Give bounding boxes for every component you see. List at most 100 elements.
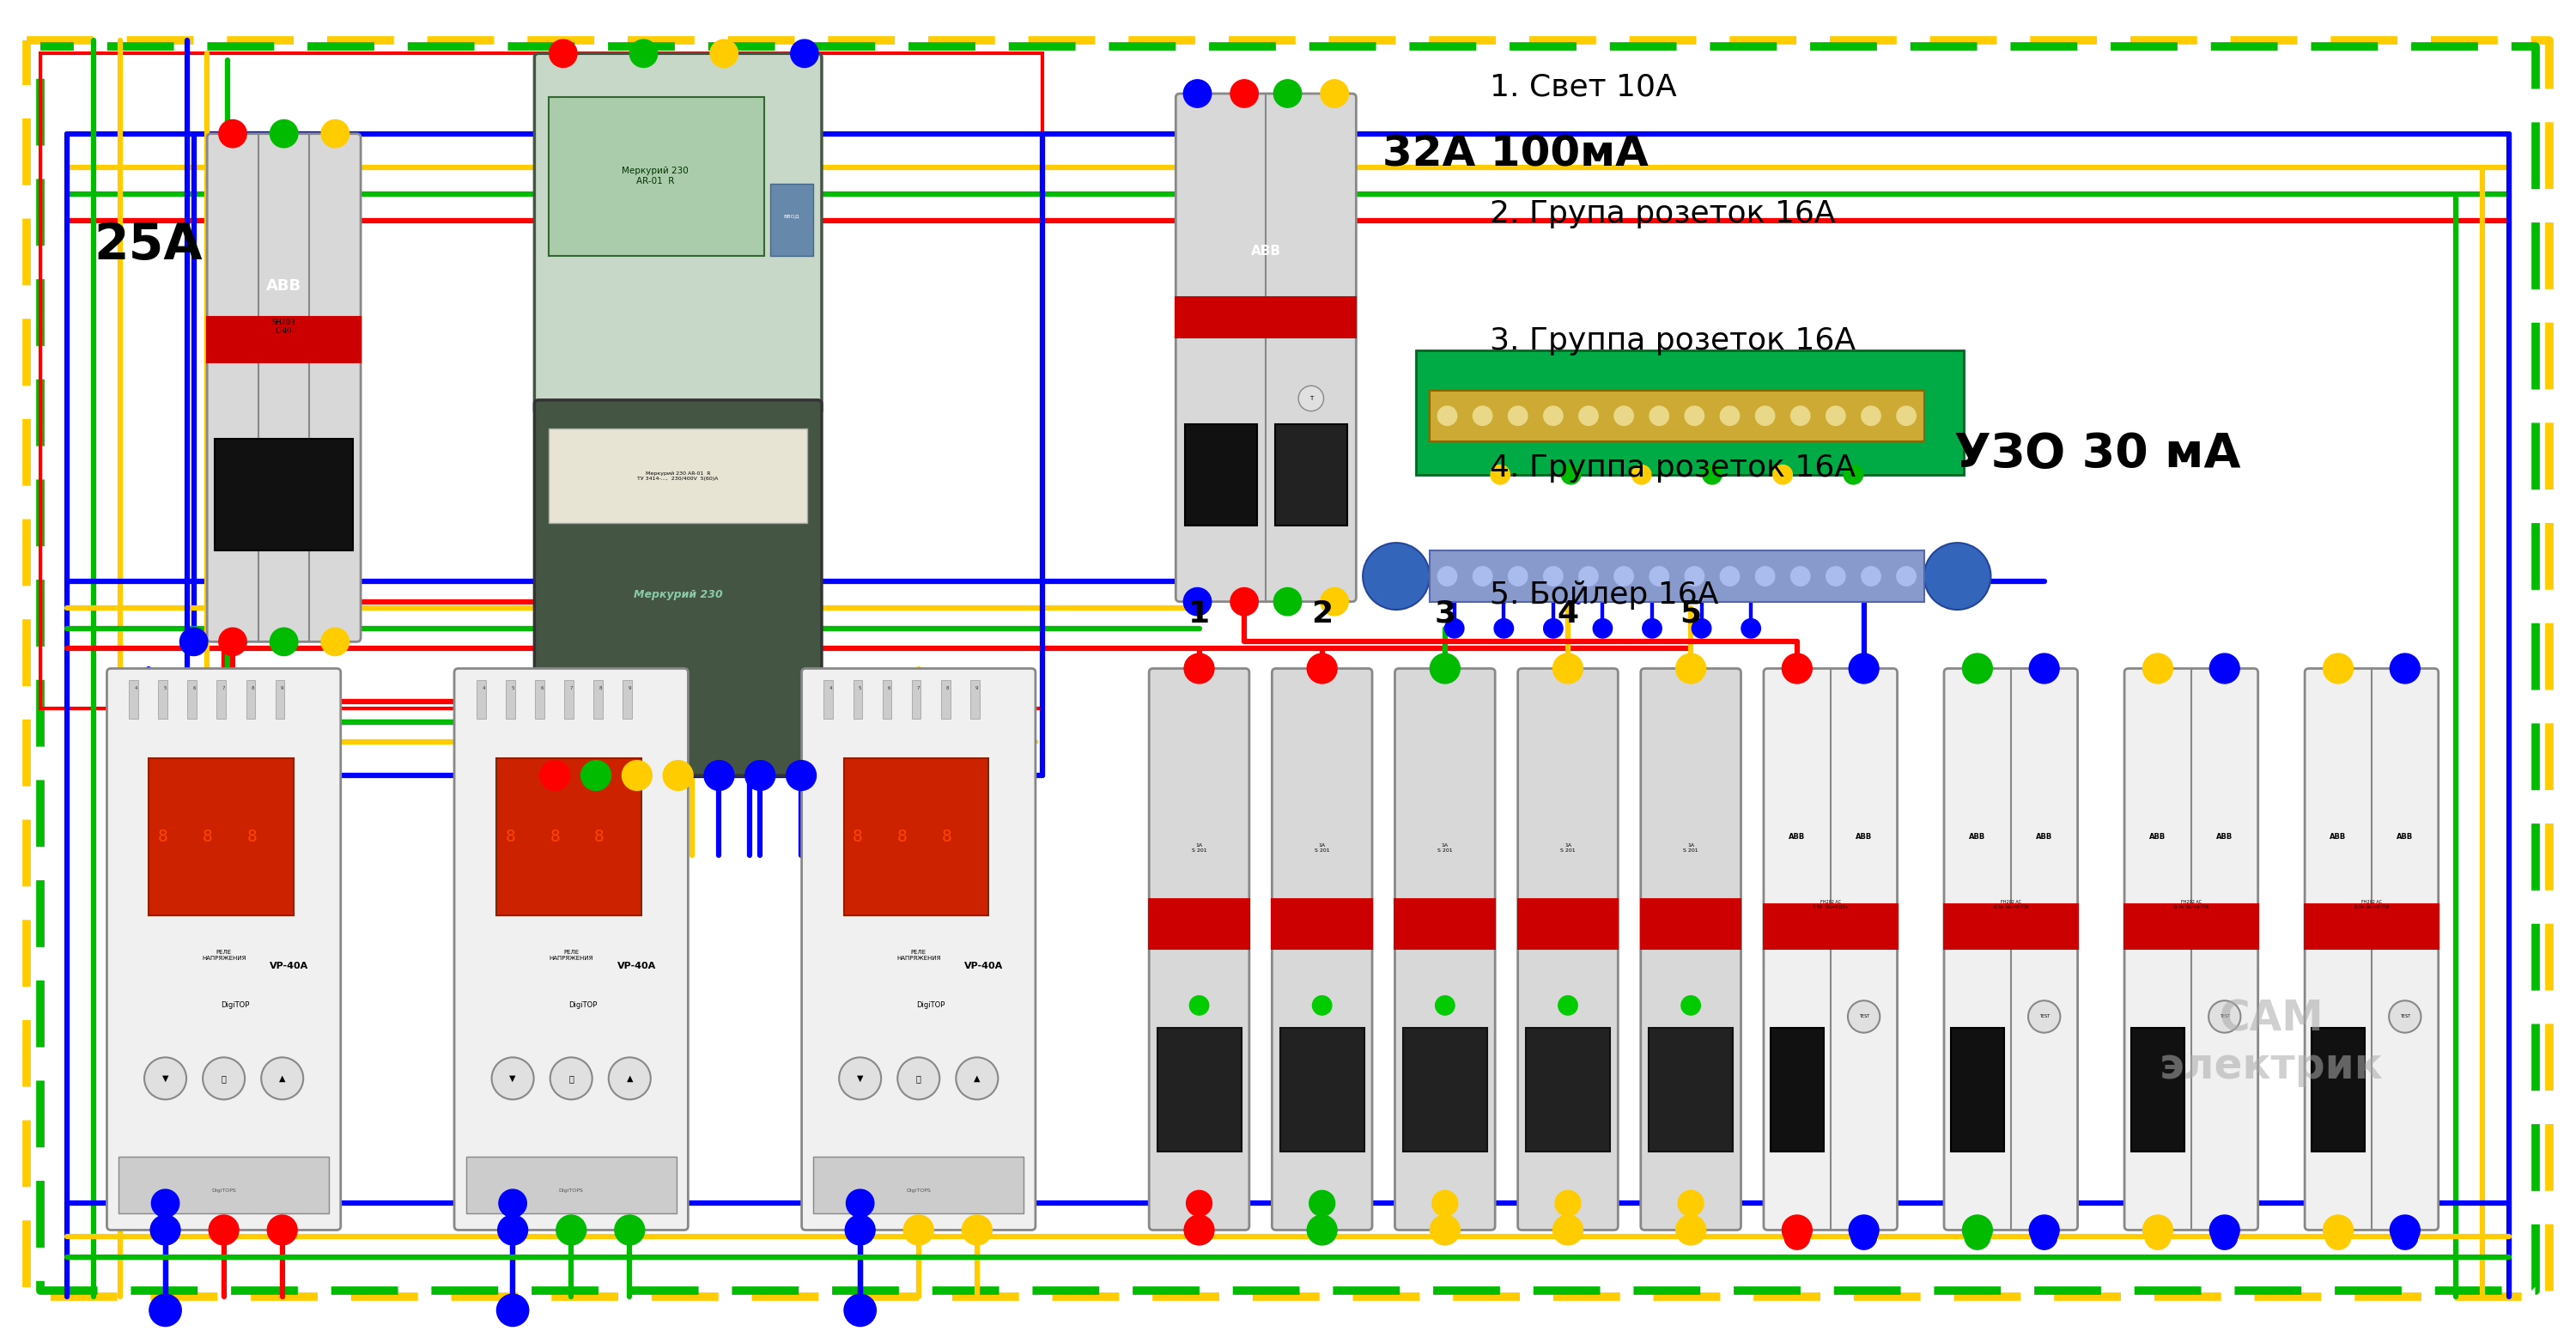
Text: ABB: ABB	[2396, 833, 2414, 841]
Text: 1А
S 201: 1А S 201	[1437, 844, 1453, 853]
Bar	[1525, 1028, 1610, 1151]
Text: ABB: ABB	[2035, 833, 2053, 841]
Text: DigiTOPS: DigiTOPS	[559, 1189, 585, 1193]
Bar	[1430, 390, 1924, 441]
Circle shape	[1309, 1190, 1334, 1217]
Bar	[477, 679, 487, 719]
Text: TEST: TEST	[1860, 1015, 1870, 1019]
Circle shape	[1311, 996, 1332, 1015]
Bar	[214, 439, 353, 551]
Circle shape	[1553, 1215, 1582, 1245]
Circle shape	[1579, 567, 1597, 586]
Text: ▲: ▲	[278, 1074, 286, 1083]
Circle shape	[1649, 406, 1669, 425]
Bar	[247, 679, 255, 719]
Circle shape	[1435, 996, 1455, 1015]
Circle shape	[2391, 654, 2419, 683]
Text: 32А 100мА: 32А 100мА	[1383, 134, 1649, 175]
Bar	[2311, 1028, 2365, 1151]
Text: 4. Группа розеток 16А: 4. Группа розеток 16А	[1489, 453, 1855, 483]
Text: ▲: ▲	[974, 1074, 981, 1083]
Bar	[2130, 1028, 2184, 1151]
Circle shape	[1631, 465, 1651, 484]
Circle shape	[1273, 80, 1301, 107]
Text: ABB: ABB	[1788, 833, 1806, 841]
Circle shape	[1862, 406, 1880, 425]
Text: 9: 9	[281, 686, 283, 690]
Text: ABB: ABB	[2215, 833, 2233, 841]
Text: Меркурий 230: Меркурий 230	[634, 590, 724, 600]
Circle shape	[1741, 619, 1759, 638]
Bar	[564, 679, 574, 719]
Circle shape	[322, 628, 348, 655]
Circle shape	[500, 1190, 526, 1217]
Text: T: T	[1309, 396, 1314, 401]
Bar	[1649, 1028, 1734, 1151]
Text: DigiTOP: DigiTOP	[569, 1001, 598, 1009]
Text: DigiTOPS: DigiTOPS	[211, 1189, 237, 1193]
Bar	[845, 758, 989, 916]
Circle shape	[1721, 567, 1739, 586]
Bar	[1394, 898, 1494, 949]
Circle shape	[204, 1058, 245, 1099]
Circle shape	[2388, 1000, 2421, 1032]
Text: САМ
электрик: САМ электрик	[2159, 999, 2383, 1087]
Text: FH202 AC
0.5А  IΔn=0.03А: FH202 AC 0.5А IΔn=0.03А	[1994, 900, 2027, 909]
Text: ⓘ: ⓘ	[569, 1074, 574, 1083]
Text: ABB: ABB	[1252, 245, 1280, 258]
Text: 7: 7	[222, 686, 224, 690]
Text: ▼: ▼	[858, 1074, 863, 1083]
Text: ▼: ▼	[510, 1074, 515, 1083]
Circle shape	[1231, 80, 1257, 107]
Text: РЕЛЕ
НАПРЯЖЕНИЯ: РЕЛЕ НАПРЯЖЕНИЯ	[549, 949, 592, 960]
Circle shape	[2032, 1223, 2058, 1250]
Circle shape	[209, 1215, 240, 1245]
Bar	[1175, 297, 1355, 337]
Text: РЕЛЕ
НАПРЯЖЕНИЯ: РЕЛЕ НАПРЯЖЕНИЯ	[201, 949, 245, 960]
Text: ABB: ABB	[2329, 833, 2347, 841]
Circle shape	[1677, 1215, 1705, 1245]
Text: 5: 5	[165, 686, 167, 690]
Bar	[188, 679, 196, 719]
Text: 9: 9	[629, 686, 631, 690]
Bar	[118, 1157, 330, 1213]
Bar	[1280, 1028, 1365, 1151]
Circle shape	[629, 40, 657, 67]
Circle shape	[1473, 567, 1492, 586]
Circle shape	[1510, 567, 1528, 586]
Circle shape	[1649, 567, 1669, 586]
Text: 1А
S 201: 1А S 201	[1314, 844, 1329, 853]
Circle shape	[1965, 1223, 1991, 1250]
Circle shape	[1643, 619, 1662, 638]
FancyBboxPatch shape	[533, 400, 822, 775]
Bar	[912, 679, 920, 719]
Text: 5: 5	[1680, 599, 1703, 628]
Circle shape	[1306, 1215, 1337, 1245]
Text: 8: 8	[505, 829, 515, 845]
Text: ▼: ▼	[162, 1074, 167, 1083]
Bar	[1404, 1028, 1486, 1151]
Bar	[814, 1157, 1023, 1213]
Circle shape	[497, 1215, 528, 1245]
Text: FH202 AC
0.5А  IΔn=0.03А: FH202 AC 0.5А IΔn=0.03А	[2174, 900, 2208, 909]
FancyBboxPatch shape	[2125, 668, 2259, 1230]
Text: FH202 AC
0.5А  IΔn=0.03А: FH202 AC 0.5А IΔn=0.03А	[1814, 900, 1847, 909]
Circle shape	[1850, 1215, 1878, 1245]
Circle shape	[492, 1058, 533, 1099]
Bar	[157, 679, 167, 719]
Circle shape	[2208, 1000, 2241, 1032]
Circle shape	[2213, 1223, 2239, 1250]
Circle shape	[662, 761, 693, 790]
Bar	[505, 679, 515, 719]
Bar	[1149, 898, 1249, 949]
FancyBboxPatch shape	[1765, 668, 1899, 1230]
Circle shape	[1826, 567, 1844, 586]
Circle shape	[1826, 406, 1844, 425]
Circle shape	[786, 761, 817, 790]
Circle shape	[2030, 1215, 2058, 1245]
Bar	[940, 679, 951, 719]
Bar	[1770, 1028, 1824, 1151]
Circle shape	[1850, 654, 1878, 683]
Circle shape	[616, 1215, 644, 1245]
Circle shape	[1437, 567, 1458, 586]
